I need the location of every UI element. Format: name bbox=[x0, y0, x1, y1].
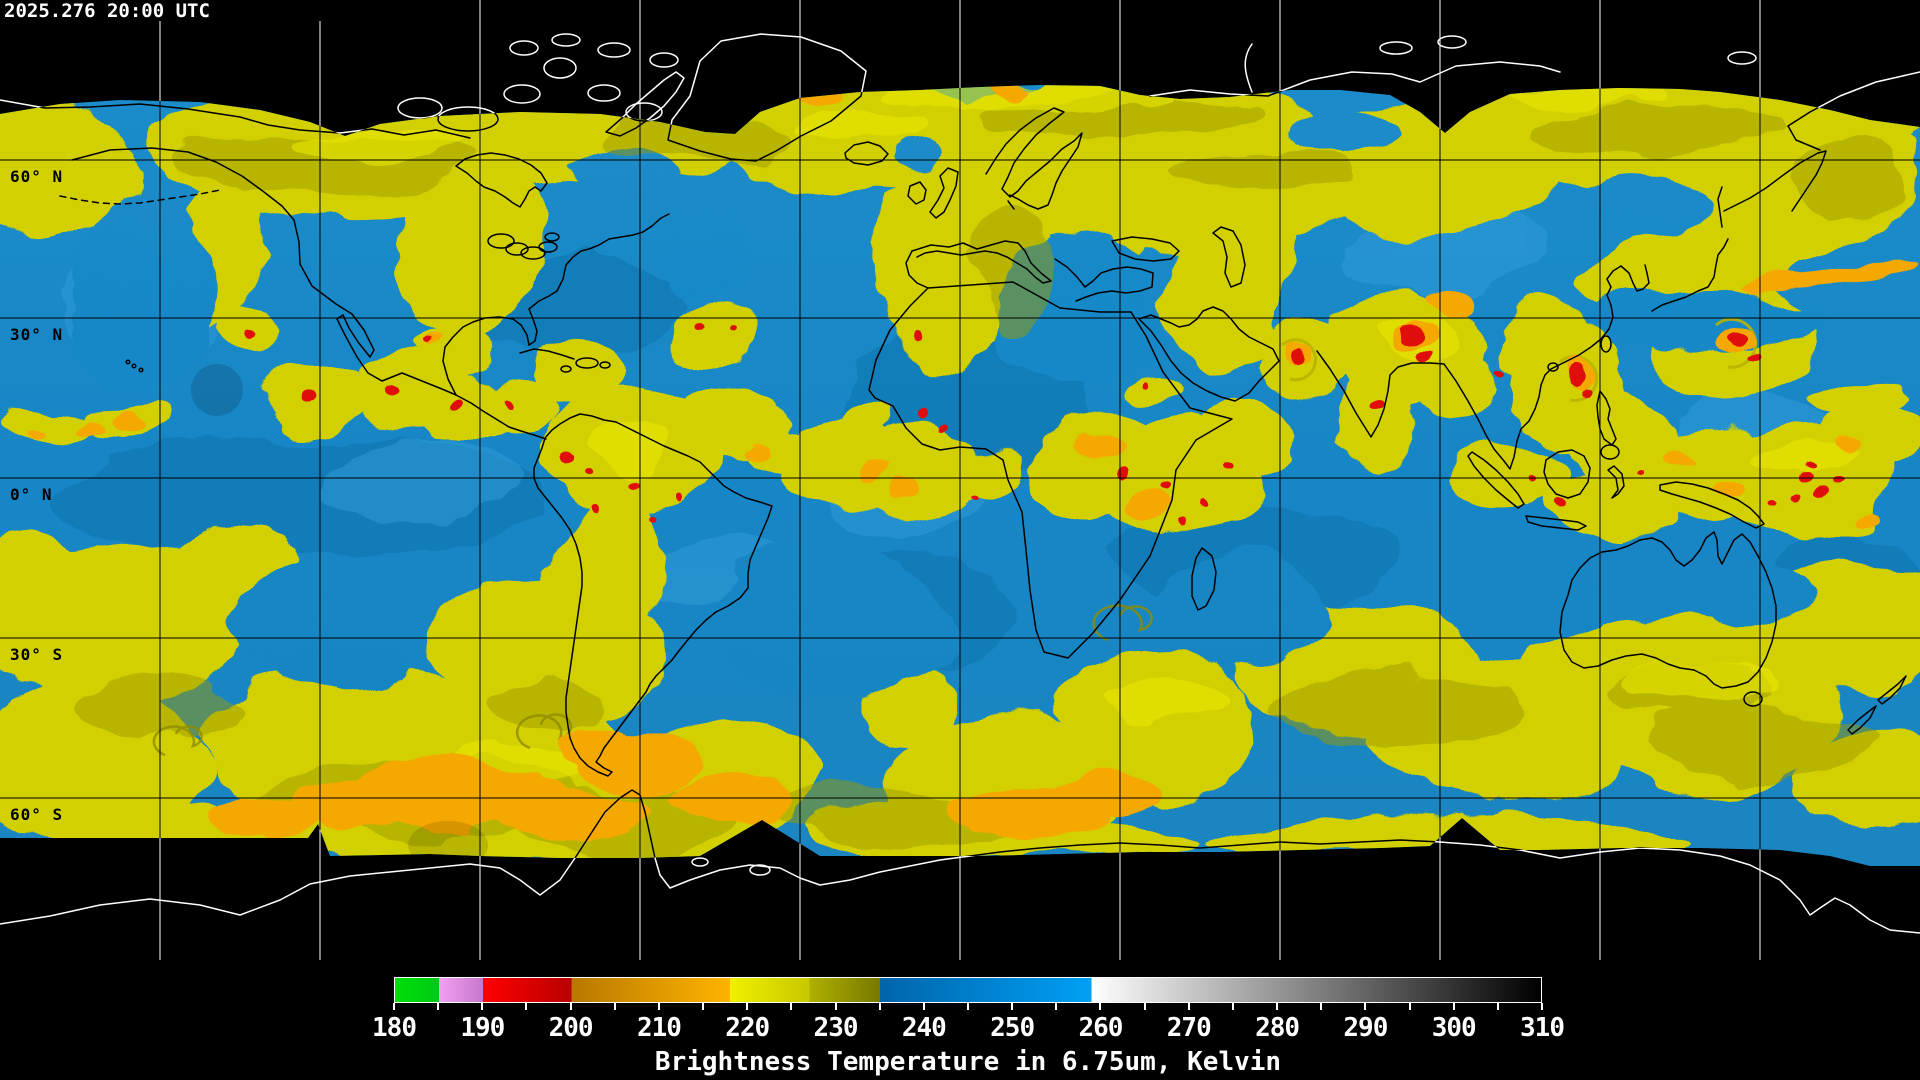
colorbar: 180 190 200 210 220 230 240 250 260 270 280 290 300 3… bbox=[372, 977, 1565, 1077]
colorbar-tick bbox=[1496, 1003, 1499, 1010]
colorbar-tick bbox=[1099, 1003, 1102, 1010]
latitude-label-30n: 30° N bbox=[10, 325, 63, 344]
timestamp: 2025.276 20:00 UTC bbox=[4, 0, 210, 22]
moisture-field bbox=[0, 85, 1920, 866]
colorbar-labels: 180 190 200 210 220 230 240 250 260 270 280 290 300 3… bbox=[372, 1013, 1565, 1043]
colorbar-tick bbox=[613, 1003, 616, 1010]
colorbar-tick-label: 240 bbox=[901, 1013, 947, 1043]
colorbar-tick-label: 210 bbox=[636, 1013, 682, 1043]
colorbar-tick bbox=[525, 1003, 528, 1010]
latitude-label-60s: 60° S bbox=[10, 805, 63, 824]
red-convective-cores bbox=[245, 323, 1843, 523]
colorbar-tick bbox=[1452, 1003, 1455, 1010]
colorbar-tick-label: 230 bbox=[813, 1013, 859, 1043]
colorbar-tick bbox=[1011, 1003, 1014, 1010]
colorbar-tick bbox=[1143, 1003, 1146, 1010]
colorbar-tick bbox=[1364, 1003, 1367, 1010]
colorbar-tick bbox=[878, 1003, 881, 1010]
colorbar-tick bbox=[922, 1003, 925, 1010]
colorbar-tick bbox=[834, 1003, 837, 1010]
colorbar-ticks bbox=[393, 1003, 1543, 1011]
colorbar-tick-label: 310 bbox=[1520, 1013, 1565, 1043]
colorbar-tick-label: 200 bbox=[548, 1013, 594, 1043]
latitude-label-60n: 60° N bbox=[10, 167, 63, 186]
colorbar-tick bbox=[1541, 1003, 1543, 1010]
grid-lines-inside bbox=[0, 0, 1920, 960]
orange-cold-cloud bbox=[29, 85, 1920, 842]
colorbar-tick bbox=[569, 1003, 572, 1010]
colorbar-tick bbox=[1408, 1003, 1411, 1010]
colorbar-tick-label: 190 bbox=[460, 1013, 505, 1043]
colorbar-tick bbox=[1231, 1003, 1234, 1010]
colorbar-tick-label: 270 bbox=[1166, 1013, 1212, 1043]
colorbar-tick bbox=[1320, 1003, 1323, 1010]
colorbar-tick-label: 280 bbox=[1255, 1013, 1300, 1043]
swirl-accents bbox=[152, 604, 1153, 757]
colorbar-tick-label: 300 bbox=[1431, 1013, 1477, 1043]
colorbar-tick bbox=[437, 1003, 440, 1010]
latitude-label-30s: 30° S bbox=[10, 645, 63, 664]
timestamp-backing bbox=[0, 0, 332, 21]
colorbar-tick bbox=[1187, 1003, 1190, 1010]
colorbar-tick bbox=[1055, 1003, 1058, 1010]
colorbar-tick bbox=[702, 1003, 705, 1010]
colorbar-tick bbox=[746, 1003, 749, 1010]
colorbar-tick bbox=[481, 1003, 484, 1010]
colorbar-tick-label: 260 bbox=[1078, 1013, 1123, 1043]
latitude-labels: 60° N 30° N 0° N 30° S 60° S bbox=[10, 167, 63, 824]
colorbar-tick bbox=[657, 1003, 660, 1010]
colorbar-tick bbox=[967, 1003, 969, 1010]
latitude-label-0n: 0° N bbox=[10, 485, 53, 504]
colorbar-tick-label: 290 bbox=[1343, 1013, 1388, 1043]
colorbar-gradient bbox=[394, 977, 1542, 1003]
colorbar-tick-label: 250 bbox=[990, 1013, 1035, 1043]
colorbar-tick bbox=[790, 1003, 793, 1010]
colorbar-tick bbox=[393, 1003, 395, 1010]
colorbar-caption: Brightness Temperature in 6.75um, Kelvin bbox=[654, 1047, 1282, 1077]
colorbar-tick-label: 220 bbox=[725, 1013, 770, 1043]
colorbar-tick-label: 180 bbox=[372, 1013, 417, 1043]
colorbar-tick bbox=[1276, 1003, 1279, 1010]
